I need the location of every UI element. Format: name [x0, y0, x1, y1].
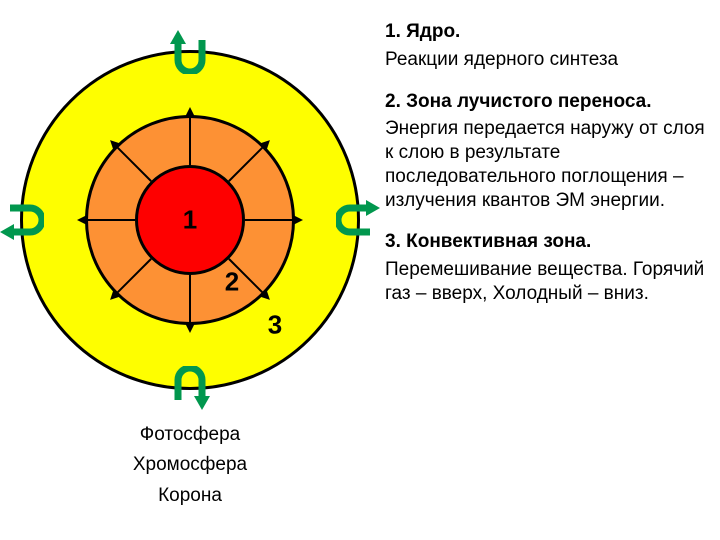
description-column: 1. Ядро. Реакции ядерного синтеза 2. Зон…	[385, 20, 705, 324]
zone-label-2: 2	[225, 267, 239, 298]
sun-structure-diagram: 1 2 3	[10, 40, 370, 400]
label-chromosphere: Хромосфера	[60, 450, 320, 480]
zone-label-1: 1	[183, 205, 197, 236]
section-3: 3. Конвективная зона. Перемешивание веще…	[385, 230, 705, 305]
convective-arrow	[168, 366, 212, 410]
section-3-body: Перемешивание вещества. Горячий газ – вв…	[385, 258, 705, 306]
section-2-title: 2. Зона лучистого переноса.	[385, 91, 652, 112]
label-corona: Корона	[60, 481, 320, 511]
label-photosphere: Фотосфера	[60, 420, 320, 450]
section-2: 2. Зона лучистого переноса. Энергия пере…	[385, 90, 705, 213]
section-1-body: Реакции ядерного синтеза	[385, 48, 705, 72]
convective-arrow	[168, 30, 212, 74]
atmosphere-labels: Фотосфера Хромосфера Корона	[60, 420, 320, 511]
section-3-title: 3. Конвективная зона.	[385, 231, 591, 252]
convective-arrow	[336, 198, 380, 242]
section-1-title: 1. Ядро.	[385, 21, 460, 42]
section-1: 1. Ядро. Реакции ядерного синтеза	[385, 20, 705, 72]
section-2-body: Энергия передается наружу от слоя к слою…	[385, 117, 705, 212]
zone-label-3: 3	[268, 310, 282, 341]
convective-arrow	[0, 198, 44, 242]
